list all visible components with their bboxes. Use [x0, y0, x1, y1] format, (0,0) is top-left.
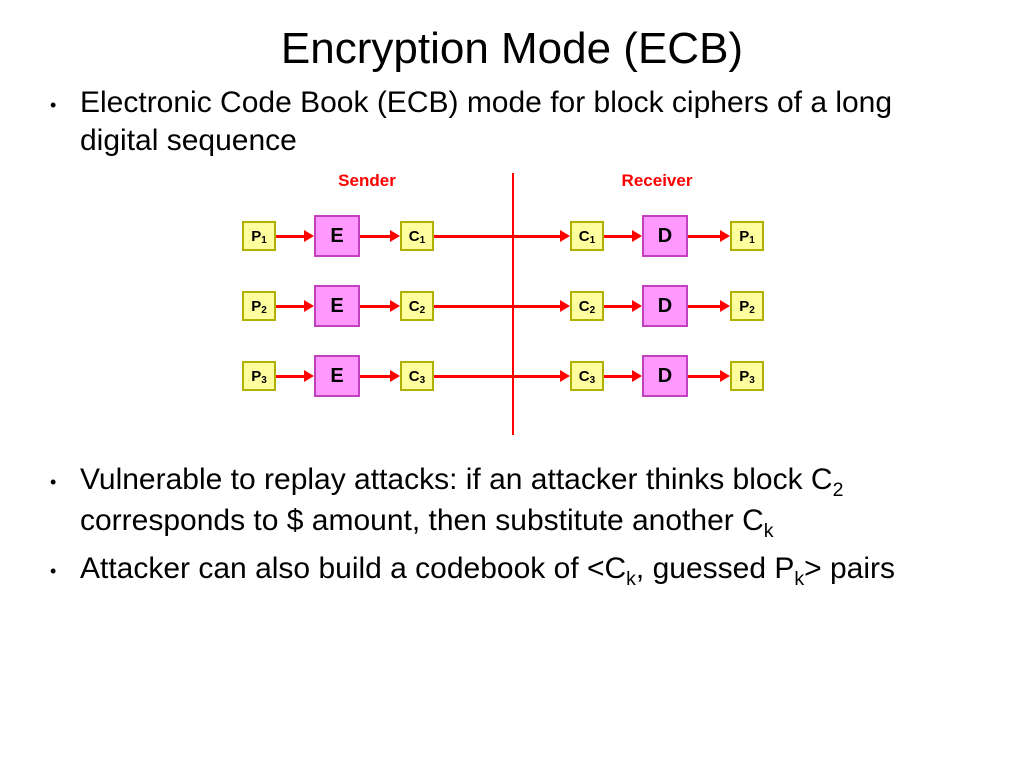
- sender-p-box-1: P2: [242, 291, 276, 321]
- arrow-s-ec-2-head: [390, 370, 400, 382]
- arrow-r-dp-1-line: [688, 305, 720, 308]
- page-title: Encryption Mode (ECB): [0, 0, 1024, 74]
- arrow-r-cd-0-line: [604, 235, 632, 238]
- sender-p-box-0: P1: [242, 221, 276, 251]
- decrypt-box-0: D: [642, 215, 688, 257]
- arrow-cross-0-line: [434, 235, 560, 238]
- bullet-text: Attacker can also build a codebook of <C…: [80, 550, 974, 591]
- receiver-p-box-0: P1: [730, 221, 764, 251]
- bullet-dot: •: [50, 550, 80, 583]
- receiver-c-box-2: C3: [570, 361, 604, 391]
- bullet-list-bottom: • Vulnerable to replay attacks: if an at…: [0, 451, 1024, 591]
- arrow-r-dp-2-head: [720, 370, 730, 382]
- arrow-r-cd-1-head: [632, 300, 642, 312]
- text-fragment: Vulnerable to replay attacks: if an atta…: [80, 463, 833, 496]
- receiver-c-box-1: C2: [570, 291, 604, 321]
- receiver-c-box-0: C1: [570, 221, 604, 251]
- arrow-s-pe-1-head: [304, 300, 314, 312]
- bullet-dot: •: [50, 461, 80, 494]
- arrow-r-cd-2-head: [632, 370, 642, 382]
- arrow-cross-0-head: [560, 230, 570, 242]
- arrow-s-ec-0-head: [390, 230, 400, 242]
- bullet-item: • Attacker can also build a codebook of …: [50, 550, 974, 591]
- arrow-s-ec-1-line: [360, 305, 390, 308]
- ecb-diagram: SenderReceiver P1 E C1 C1 D P1 P2 E C2 C2 D P2 P3 E C3 C…: [222, 169, 802, 439]
- subscript: 2: [833, 479, 844, 501]
- subscript: k: [764, 520, 774, 542]
- encrypt-box-0: E: [314, 215, 360, 257]
- bullet-item: • Vulnerable to replay attacks: if an at…: [50, 461, 974, 544]
- sender-label: Sender: [222, 171, 512, 191]
- receiver-p-box-1: P2: [730, 291, 764, 321]
- text-fragment: Attacker can also build a codebook of <C: [80, 552, 626, 585]
- arrow-r-dp-0-head: [720, 230, 730, 242]
- bullet-text: Electronic Code Book (ECB) mode for bloc…: [80, 84, 974, 159]
- receiver-label: Receiver: [512, 171, 802, 191]
- arrow-s-pe-2-head: [304, 370, 314, 382]
- sender-c-box-0: C1: [400, 221, 434, 251]
- arrow-cross-2-head: [560, 370, 570, 382]
- arrow-s-pe-0-head: [304, 230, 314, 242]
- arrow-s-ec-1-head: [390, 300, 400, 312]
- diagram-container: SenderReceiver P1 E C1 C1 D P1 P2 E C2 C2 D P2 P3 E C3 C…: [0, 165, 1024, 451]
- arrow-r-dp-2-line: [688, 375, 720, 378]
- arrow-r-cd-0-head: [632, 230, 642, 242]
- arrow-r-cd-1-line: [604, 305, 632, 308]
- subscript: k: [794, 568, 804, 590]
- arrow-r-dp-1-head: [720, 300, 730, 312]
- arrow-s-ec-0-line: [360, 235, 390, 238]
- text-fragment: corresponds to $ amount, then substitute…: [80, 504, 764, 537]
- bullet-item: • Electronic Code Book (ECB) mode for bl…: [50, 84, 974, 159]
- encrypt-box-2: E: [314, 355, 360, 397]
- text-fragment: > pairs: [804, 552, 895, 585]
- bullet-list-top: • Electronic Code Book (ECB) mode for bl…: [0, 74, 1024, 159]
- text-fragment: , guessed P: [636, 552, 794, 585]
- decrypt-box-1: D: [642, 285, 688, 327]
- encrypt-box-1: E: [314, 285, 360, 327]
- arrow-r-dp-0-line: [688, 235, 720, 238]
- arrow-s-pe-0-line: [276, 235, 304, 238]
- arrow-r-cd-2-line: [604, 375, 632, 378]
- arrow-s-pe-1-line: [276, 305, 304, 308]
- decrypt-box-2: D: [642, 355, 688, 397]
- receiver-p-box-2: P3: [730, 361, 764, 391]
- arrow-cross-2-line: [434, 375, 560, 378]
- sender-c-box-2: C3: [400, 361, 434, 391]
- bullet-text: Vulnerable to replay attacks: if an atta…: [80, 461, 974, 544]
- arrow-cross-1-line: [434, 305, 560, 308]
- sender-p-box-2: P3: [242, 361, 276, 391]
- sender-c-box-1: C2: [400, 291, 434, 321]
- subscript: k: [626, 568, 636, 590]
- bullet-dot: •: [50, 84, 80, 117]
- arrow-s-pe-2-line: [276, 375, 304, 378]
- arrow-cross-1-head: [560, 300, 570, 312]
- arrow-s-ec-2-line: [360, 375, 390, 378]
